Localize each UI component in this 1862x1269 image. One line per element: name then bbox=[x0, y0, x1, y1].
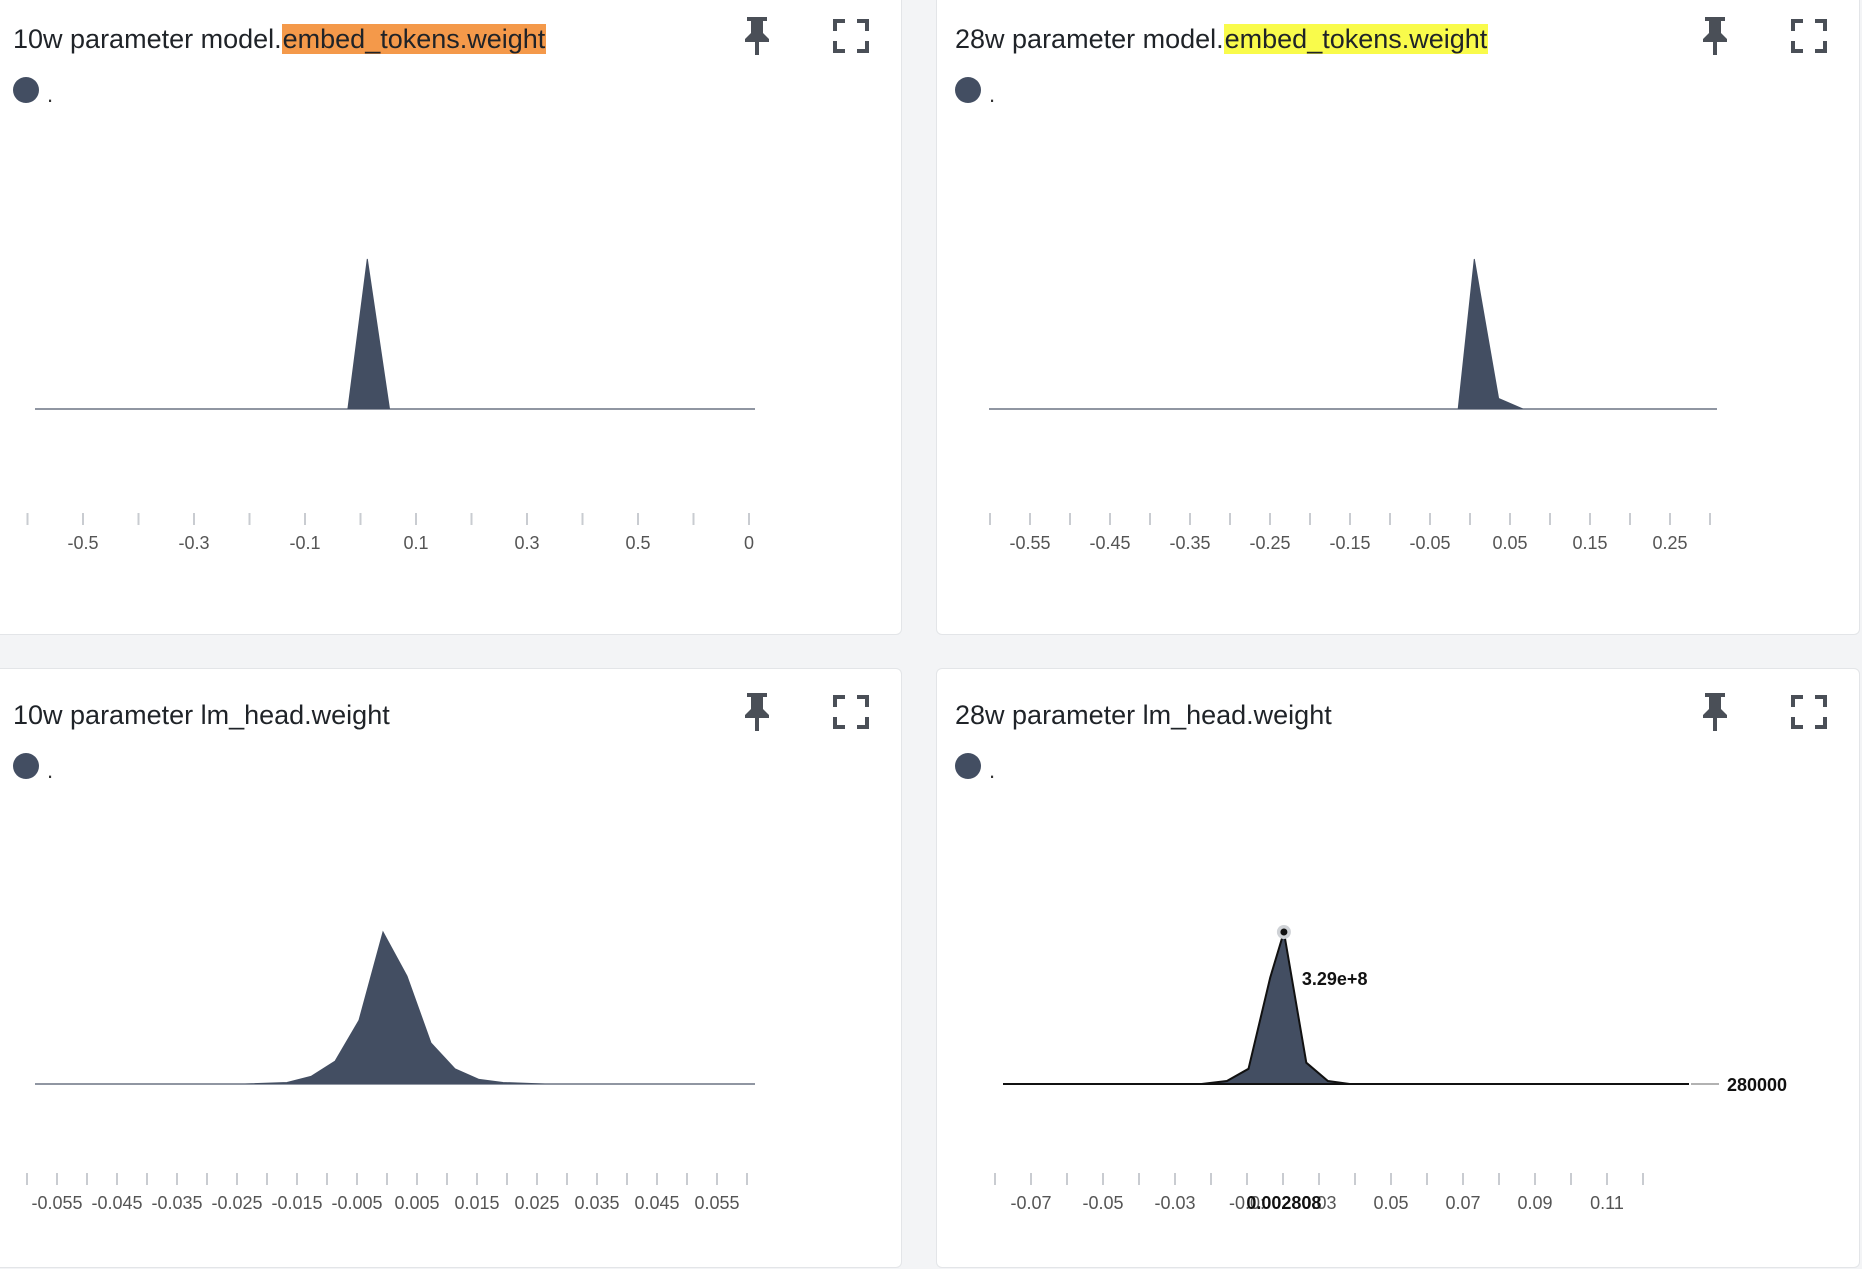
legend: . bbox=[13, 75, 54, 107]
legend-swatch bbox=[955, 77, 981, 103]
legend-swatch bbox=[955, 753, 981, 779]
card-title: 28w parameter model.embed_tokens.weight bbox=[955, 21, 1489, 57]
histogram-card: 10w parameter lm_head.weight . -0.055 -0.… bbox=[0, 668, 902, 1268]
x-tick-label: -0.015 bbox=[271, 1193, 322, 1213]
pin-icon[interactable] bbox=[737, 689, 777, 733]
fullscreen-icon[interactable] bbox=[831, 13, 871, 57]
hover-value-label: 3.29e+8 bbox=[1302, 969, 1368, 989]
legend: . bbox=[955, 75, 996, 107]
histogram-chart: -0.55 -0.45 -0.35 -0.25 -0.15 -0.05 0.05 0.15 0.… bbox=[989, 258, 1717, 553]
max-value-label: 280000 bbox=[1727, 1075, 1787, 1095]
histogram-card: 28w parameter model.embed_tokens.weight … bbox=[936, 0, 1860, 635]
x-tick-label: 0.15 bbox=[1572, 533, 1607, 553]
histogram-area bbox=[1003, 931, 1689, 1085]
legend-swatch bbox=[13, 77, 39, 103]
x-tick-label: -0.25 bbox=[1249, 533, 1290, 553]
pin-icon[interactable] bbox=[1695, 13, 1735, 57]
histogram-chart: -0.055 -0.045 -0.035 -0.025 -0.015 -0.005 0.00… bbox=[26, 930, 755, 1213]
legend-label: . bbox=[989, 82, 996, 107]
title-prefix: 10w parameter lm_head.weight bbox=[13, 700, 390, 730]
x-tick-label: -0.055 bbox=[31, 1193, 82, 1213]
fullscreen-icon[interactable] bbox=[1789, 13, 1829, 57]
x-tick-label: -0.3 bbox=[178, 533, 209, 553]
x-tick-label: -0.05 bbox=[1409, 533, 1450, 553]
x-tick-label: 0.11 bbox=[1590, 1193, 1624, 1213]
histogram-chart: -0.5 -0.3 -0.1 0.1 0.3 0.5 0 bbox=[26, 258, 755, 553]
legend: . bbox=[955, 751, 996, 783]
legend-swatch bbox=[13, 753, 39, 779]
histogram-card: 28w parameter lm_head.weight . -0.07 -0.0… bbox=[936, 668, 1860, 1268]
card-title: 10w parameter model.embed_tokens.weight bbox=[13, 21, 547, 57]
title-highlight: embed_tokens.weight bbox=[281, 24, 547, 54]
x-tick-label: -0.025 bbox=[211, 1193, 262, 1213]
legend-label: . bbox=[47, 758, 54, 783]
title-prefix: 28w parameter lm_head.weight bbox=[955, 700, 1332, 730]
x-tick-label: -0.05 bbox=[1082, 1193, 1123, 1213]
x-tick-label: -0.55 bbox=[1009, 533, 1050, 553]
x-tick-label: -0.07 bbox=[1010, 1193, 1051, 1213]
x-tick-label: -0.005 bbox=[331, 1193, 382, 1213]
x-tick-label: -0.035 bbox=[151, 1193, 202, 1213]
histogram-area bbox=[989, 258, 1717, 410]
x-tick-label: 0.25 bbox=[1652, 533, 1687, 553]
x-tick-label: 0.015 bbox=[454, 1193, 499, 1213]
x-tick-label: 0.3 bbox=[514, 533, 539, 553]
card-title: 10w parameter lm_head.weight bbox=[13, 697, 392, 733]
title-prefix: 28w parameter model. bbox=[955, 24, 1224, 54]
card-title: 28w parameter lm_head.weight bbox=[955, 697, 1334, 733]
x-tick-label: -0.35 bbox=[1169, 533, 1210, 553]
histogram-area bbox=[35, 258, 755, 410]
pin-icon[interactable] bbox=[1695, 689, 1735, 733]
x-tick-label: 0.045 bbox=[634, 1193, 679, 1213]
x-tick-label: 0.025 bbox=[514, 1193, 559, 1213]
title-highlight: embed_tokens.weight bbox=[1223, 24, 1489, 54]
pin-icon[interactable] bbox=[737, 13, 777, 57]
x-tick-label: -0.03 bbox=[1154, 1193, 1195, 1213]
x-tick-label: 0.05 bbox=[1373, 1193, 1408, 1213]
x-tick-label: 0.5 bbox=[625, 533, 650, 553]
x-tick-label: -0.45 bbox=[1089, 533, 1130, 553]
histogram-area bbox=[35, 930, 755, 1085]
x-tick-label: 0 bbox=[744, 533, 754, 553]
hover-point bbox=[1280, 928, 1288, 936]
hover-x-label: 0.002808 bbox=[1246, 1193, 1321, 1213]
x-tick-label: 0.035 bbox=[574, 1193, 619, 1213]
fullscreen-icon[interactable] bbox=[831, 689, 871, 733]
legend: . bbox=[13, 751, 54, 783]
histogram-card: 10w parameter model.embed_tokens.weight … bbox=[0, 0, 902, 635]
x-tick-label: -0.1 bbox=[289, 533, 320, 553]
x-tick-label: -0.15 bbox=[1329, 533, 1370, 553]
x-tick-label: -0.045 bbox=[91, 1193, 142, 1213]
x-tick-label: 0.055 bbox=[694, 1193, 739, 1213]
x-tick-label: 0.05 bbox=[1492, 533, 1527, 553]
x-tick-label: 0.09 bbox=[1517, 1193, 1552, 1213]
legend-label: . bbox=[989, 758, 996, 783]
x-tick-label: 0.03 bbox=[1301, 1193, 1336, 1213]
fullscreen-icon[interactable] bbox=[1789, 689, 1829, 733]
x-tick-label: 0.005 bbox=[394, 1193, 439, 1213]
histogram-chart: -0.07 -0.05 -0.03 -0.0: 0.03 0.05 0.07 0.09 0.11… bbox=[994, 925, 1787, 1213]
x-tick-label: 0.07 bbox=[1445, 1193, 1480, 1213]
x-tick-label: -0.5 bbox=[67, 533, 98, 553]
x-tick-label: 0.1 bbox=[403, 533, 428, 553]
title-prefix: 10w parameter model. bbox=[13, 24, 282, 54]
x-tick-label: -0.0: bbox=[1229, 1193, 1265, 1213]
legend-label: . bbox=[47, 82, 54, 107]
